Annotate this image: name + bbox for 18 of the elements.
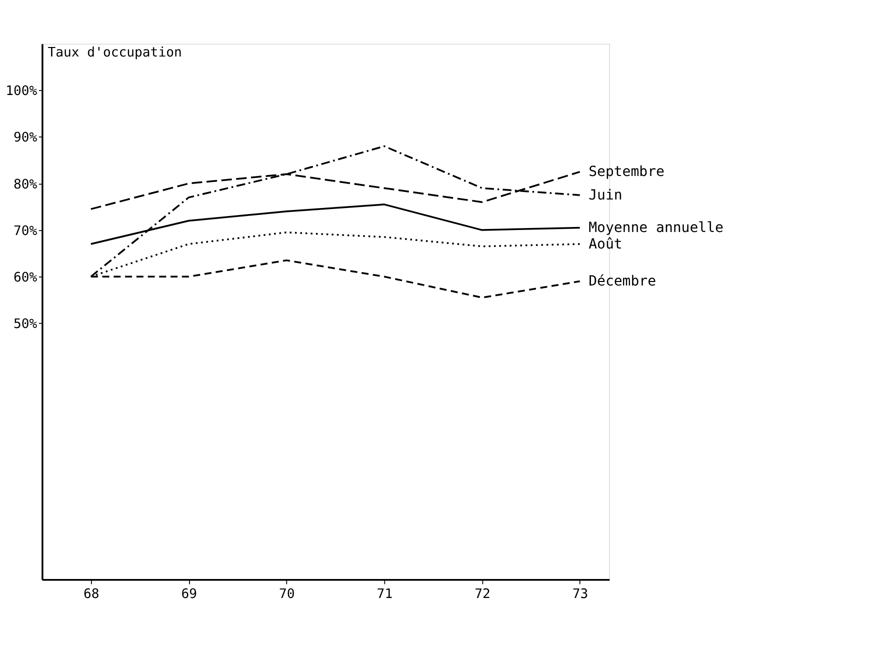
y-axis-title: Taux d'occupation	[48, 45, 182, 60]
series-label: Juin	[588, 187, 622, 204]
y-tick-label: 80%	[14, 177, 38, 192]
x-tick-label: 71	[376, 587, 393, 602]
x-tick-label: 70	[279, 587, 295, 602]
y-tick-label: 100%	[6, 84, 38, 100]
y-tick-label: 60%	[14, 270, 38, 286]
series-label: Septembre	[588, 164, 664, 180]
series-label: Août	[588, 236, 622, 252]
series-label: Moyenne annuelle	[588, 220, 724, 236]
series-label: Décembre	[588, 274, 656, 290]
x-tick-label: 73	[572, 587, 588, 602]
y-tick-label: 50%	[14, 317, 38, 332]
y-tick-label: 90%	[14, 130, 38, 146]
x-tick-label: 68	[83, 587, 100, 602]
y-tick-label: 70%	[14, 224, 38, 239]
x-tick-label: 69	[181, 587, 198, 602]
x-tick-label: 72	[474, 587, 490, 602]
